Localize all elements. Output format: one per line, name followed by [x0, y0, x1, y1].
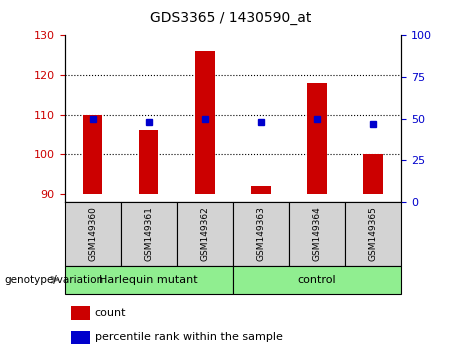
- Bar: [195, 51, 214, 194]
- Text: GSM149363: GSM149363: [256, 206, 266, 261]
- FancyBboxPatch shape: [289, 202, 345, 266]
- Text: count: count: [95, 308, 126, 318]
- Text: Harlequin mutant: Harlequin mutant: [100, 275, 198, 285]
- Text: GSM149360: GSM149360: [88, 206, 97, 261]
- FancyBboxPatch shape: [345, 202, 401, 266]
- Bar: [83, 115, 102, 194]
- FancyBboxPatch shape: [233, 266, 401, 294]
- Bar: [251, 186, 271, 194]
- FancyBboxPatch shape: [65, 202, 121, 266]
- Bar: [307, 83, 327, 194]
- Text: GSM149361: GSM149361: [144, 206, 153, 261]
- Text: genotype/variation: genotype/variation: [5, 275, 104, 285]
- Bar: [139, 131, 159, 194]
- Text: percentile rank within the sample: percentile rank within the sample: [95, 332, 283, 342]
- FancyBboxPatch shape: [121, 202, 177, 266]
- Text: GSM149365: GSM149365: [368, 206, 378, 261]
- Text: GDS3365 / 1430590_at: GDS3365 / 1430590_at: [150, 11, 311, 25]
- Text: GSM149362: GSM149362: [200, 206, 209, 261]
- Bar: [363, 154, 383, 194]
- FancyBboxPatch shape: [65, 266, 233, 294]
- Bar: [71, 307, 90, 320]
- FancyBboxPatch shape: [177, 202, 233, 266]
- Text: control: control: [298, 275, 336, 285]
- Text: GSM149364: GSM149364: [313, 206, 321, 261]
- Bar: [71, 331, 90, 344]
- FancyBboxPatch shape: [233, 202, 289, 266]
